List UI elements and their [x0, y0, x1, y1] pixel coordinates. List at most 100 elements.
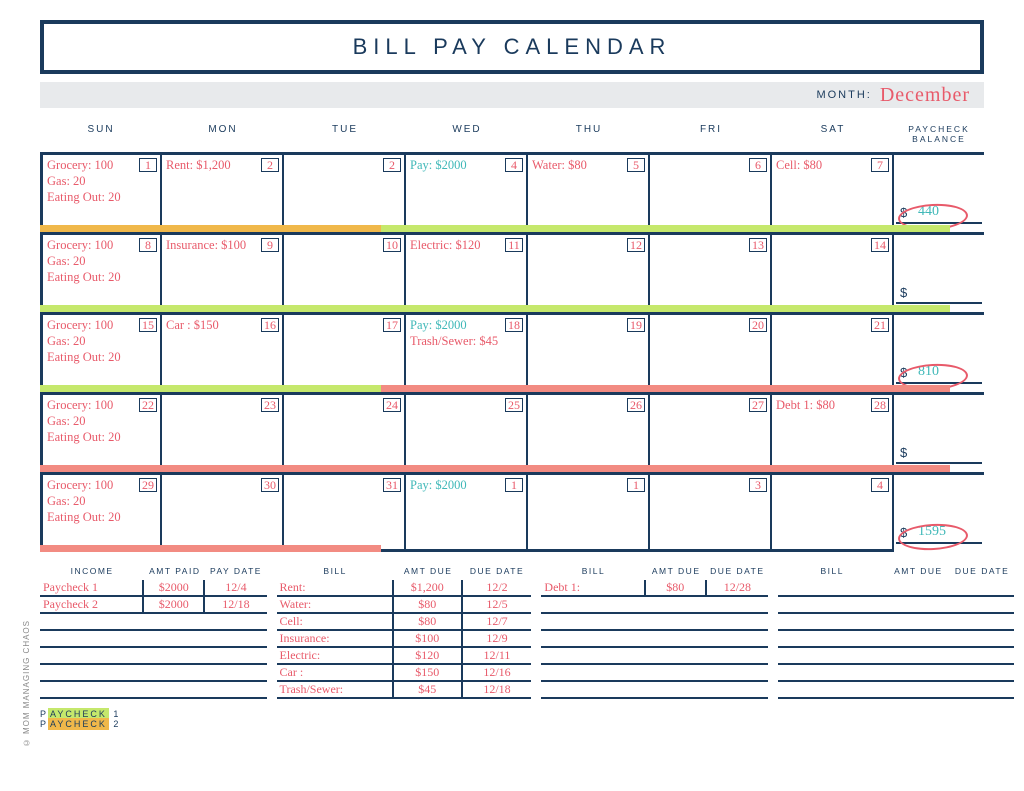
tables-section: INCOME AMT PAID PAY DATE Paycheck 1$2000… — [40, 566, 984, 699]
bill-table-2: BILL AMT DUE DUE DATE Debt 1:$8012/28 — [541, 566, 768, 699]
table-row — [541, 648, 768, 665]
day-label: SAT — [772, 124, 894, 144]
dollar-sign: $ — [900, 365, 907, 380]
balance-cell: $ — [894, 392, 984, 472]
date-number: 19 — [627, 318, 645, 332]
paycheck-stripe — [40, 305, 950, 312]
date-number: 18 — [505, 318, 523, 332]
date-number: 22 — [139, 398, 157, 412]
month-band: MONTH: December — [40, 82, 984, 108]
date-number: 21 — [871, 318, 889, 332]
date-number: 6 — [749, 158, 767, 172]
day-label: MON — [162, 124, 284, 144]
calendar-cell: 4 — [772, 472, 894, 552]
balance-value: 810 — [918, 364, 939, 380]
calendar-cell: 31 — [284, 472, 406, 552]
day-label: SUN — [40, 124, 162, 144]
page-title: BILL PAY CALENDAR — [40, 20, 984, 74]
income-h3: PAY DATE — [205, 566, 266, 576]
table-row — [541, 665, 768, 682]
date-number: 28 — [871, 398, 889, 412]
date-number: 12 — [627, 238, 645, 252]
calendar-cell: 29Grocery: 100Gas: 20Eating Out: 20 — [40, 472, 162, 552]
table-row: Rent:$1,20012/2 — [277, 580, 532, 597]
calendar-cell: 7Cell: $80 — [772, 152, 894, 232]
table-row — [40, 665, 267, 682]
calendar-cell: 23 — [162, 392, 284, 472]
cell-entry: Gas: 20 — [47, 334, 156, 350]
cell-entry: Gas: 20 — [47, 414, 156, 430]
credit: © MOM MANAGING CHAOS — [22, 620, 31, 747]
dollar-sign: $ — [900, 205, 907, 220]
calendar-cell: 25 — [406, 392, 528, 472]
date-number: 14 — [871, 238, 889, 252]
table-row: Paycheck 2$200012/18 — [40, 597, 267, 614]
date-number: 2 — [261, 158, 279, 172]
balance-cell: $ — [894, 232, 984, 312]
dollar-sign: $ — [900, 285, 907, 300]
balance-cell: $810 — [894, 312, 984, 392]
calendar-cell: 20 — [650, 312, 772, 392]
date-number: 27 — [749, 398, 767, 412]
table-row — [541, 597, 768, 614]
date-number: 8 — [139, 238, 157, 252]
calendar-cell: 6 — [650, 152, 772, 232]
date-number: 10 — [383, 238, 401, 252]
date-number: 11 — [505, 238, 523, 252]
calendar-cell: 18Pay: $2000Trash/Sewer: $45 — [406, 312, 528, 392]
cell-entry: Gas: 20 — [47, 494, 156, 510]
cell-entry: Eating Out: 20 — [47, 510, 156, 526]
table-row — [778, 665, 1014, 682]
table-row: Electric:$12012/11 — [277, 648, 532, 665]
cell-entry: Eating Out: 20 — [47, 190, 156, 206]
day-label: THU — [528, 124, 650, 144]
date-number: 30 — [261, 478, 279, 492]
income-table: INCOME AMT PAID PAY DATE Paycheck 1$2000… — [40, 566, 267, 699]
legend-paycheck-1: PAYCHECK 1 — [40, 709, 984, 719]
paycheck-stripe — [40, 545, 381, 552]
date-number: 4 — [871, 478, 889, 492]
date-number: 26 — [627, 398, 645, 412]
calendar-cell: 22Grocery: 100Gas: 20Eating Out: 20 — [40, 392, 162, 472]
week-row: 22Grocery: 100Gas: 20Eating Out: 2023 24 2… — [40, 392, 984, 472]
table-row — [778, 631, 1014, 648]
balance-value: 440 — [918, 204, 939, 220]
paycheck-stripe — [40, 225, 381, 232]
date-number: 4 — [505, 158, 523, 172]
table-row — [40, 648, 267, 665]
date-number: 25 — [505, 398, 523, 412]
week-row: 15Grocery: 100Gas: 20Eating Out: 2016Car… — [40, 312, 984, 392]
paycheck-stripe — [381, 385, 950, 392]
bill-h2: AMT DUE — [394, 566, 463, 576]
day-label: FRI — [650, 124, 772, 144]
table-row — [541, 631, 768, 648]
calendar-cell: 1 — [528, 472, 650, 552]
paycheck-balance-header: PAYCHECKBALANCE — [894, 124, 984, 144]
calendar-cell: 8Grocery: 100Gas: 20Eating Out: 20 — [40, 232, 162, 312]
day-header: SUNMONTUEWEDTHUFRISATPAYCHECKBALANCE — [40, 120, 984, 152]
cell-entry: Trash/Sewer: $45 — [410, 334, 522, 350]
calendar-cell: 26 — [528, 392, 650, 472]
table-row: Car :$15012/16 — [277, 665, 532, 682]
table-row — [778, 614, 1014, 631]
date-number: 1 — [505, 478, 523, 492]
table-row: Trash/Sewer:$4512/18 — [277, 682, 532, 699]
bill-table-3: BILL AMT DUE DUE DATE — [778, 566, 1014, 699]
calendar: SUNMONTUEWEDTHUFRISATPAYCHECKBALANCE 1Gr… — [40, 120, 984, 552]
calendar-cell: 24 — [284, 392, 406, 472]
cell-entry: Eating Out: 20 — [47, 430, 156, 446]
table-row: Water:$8012/5 — [277, 597, 532, 614]
calendar-cell: 19 — [528, 312, 650, 392]
date-number: 3 — [749, 478, 767, 492]
calendar-cell: 17 — [284, 312, 406, 392]
date-number: 17 — [383, 318, 401, 332]
cell-entry: Gas: 20 — [47, 174, 156, 190]
bill-h3: DUE DATE — [463, 566, 532, 576]
balance-value: 1595 — [918, 524, 946, 540]
bill-h1: BILL — [277, 566, 394, 576]
balance-cell: $1595 — [894, 472, 984, 552]
bill-table-1: BILL AMT DUE DUE DATE Rent:$1,20012/2Wat… — [277, 566, 532, 699]
income-h1: INCOME — [40, 566, 144, 576]
date-number: 24 — [383, 398, 401, 412]
table-row — [778, 597, 1014, 614]
